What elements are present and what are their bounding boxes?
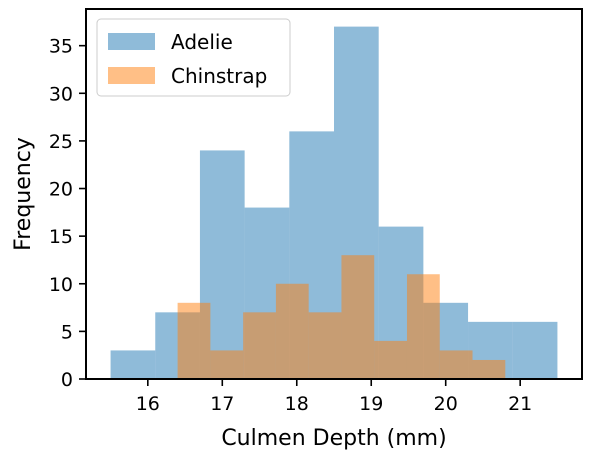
- bar-chinstrap-2: [243, 312, 276, 379]
- y-tick-label: 35: [49, 36, 73, 58]
- x-axis: 16 17 18 19 20 21: [136, 379, 532, 415]
- y-tick-label: 25: [49, 131, 73, 153]
- y-tick-label: 0: [61, 369, 73, 391]
- bar-adelie-9: [512, 321, 558, 379]
- bar-chinstrap-4: [308, 312, 342, 379]
- legend-swatch-chinstrap: [108, 67, 155, 84]
- bar-chinstrap-0: [177, 302, 211, 379]
- y-tick-label: 15: [49, 226, 73, 248]
- bar-chinstrap-6: [374, 340, 407, 379]
- x-tick-label: 19: [359, 393, 383, 415]
- x-tick-label: 20: [434, 393, 458, 415]
- y-tick-label: 10: [49, 274, 73, 296]
- y-tick-label: 5: [61, 321, 73, 343]
- bar-chinstrap-9: [472, 359, 506, 379]
- bar-chinstrap-3: [275, 283, 309, 379]
- y-axis: 0 5 10 15 20 25 30 35: [49, 36, 86, 391]
- x-tick-label: 18: [285, 393, 309, 415]
- y-tick-label: 20: [49, 179, 73, 201]
- x-tick-label: 16: [136, 393, 160, 415]
- bar-chinstrap-7: [406, 274, 440, 379]
- y-axis-label: Frequency: [11, 137, 36, 251]
- x-tick-label: 21: [508, 393, 532, 415]
- legend-label-adelie: Adelie: [171, 30, 233, 54]
- bar-adelie-0: [110, 350, 156, 379]
- x-tick-label: 17: [210, 393, 234, 415]
- legend-swatch-adelie: [108, 33, 155, 50]
- bar-chinstrap-1: [210, 350, 244, 379]
- bar-chinstrap-8: [439, 350, 473, 379]
- legend: Adelie Chinstrap: [96, 18, 291, 97]
- x-axis-label: Culmen Depth (mm): [221, 426, 446, 451]
- legend-label-chinstrap: Chinstrap: [171, 64, 267, 88]
- bar-chinstrap-5: [341, 255, 375, 379]
- plot-frame: [85, 8, 583, 380]
- bars-layer: [110, 26, 558, 379]
- y-tick-label: 30: [49, 83, 73, 105]
